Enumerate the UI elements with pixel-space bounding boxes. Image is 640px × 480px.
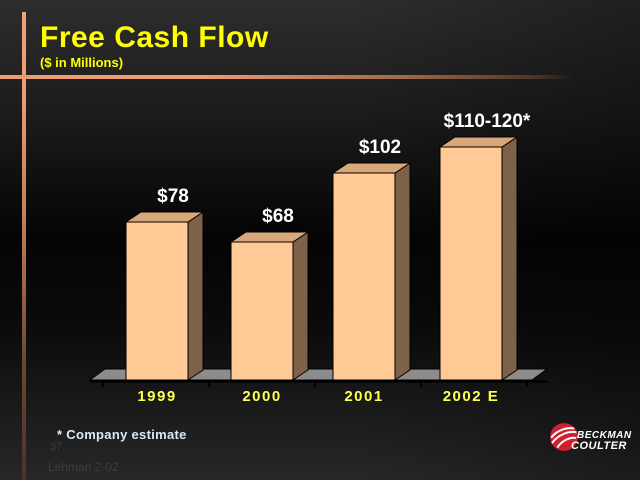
page-number: 37	[50, 441, 63, 453]
accent-horizontal-line	[0, 75, 575, 79]
category-label: 2000	[242, 388, 281, 405]
slide-subtitle: ($ in Millions)	[40, 55, 124, 70]
category-label: 2001	[344, 388, 383, 405]
bar-side-face	[187, 211, 204, 381]
category-label: 2002 E	[443, 388, 500, 405]
bar-front-face	[439, 146, 503, 381]
bar-front-face	[125, 221, 189, 381]
logo-line1: BECKMAN	[577, 430, 632, 441]
bar-value-label: $78	[157, 186, 189, 207]
slide-title: Free Cash Flow	[40, 21, 269, 54]
bar-side-face	[394, 162, 411, 381]
bar-front-face	[332, 172, 396, 381]
bar-value-label: $68	[262, 206, 294, 227]
beckman-coulter-logo: BECKMAN COULTER	[549, 422, 632, 452]
bar-side-face	[292, 231, 309, 381]
bar-value-label: $102	[359, 137, 401, 158]
logo-globe-icon	[550, 423, 578, 451]
logo-wordmark: BECKMAN COULTER	[571, 430, 632, 452]
bar-value-label: $110-120*	[444, 111, 531, 132]
bar-side-face	[501, 136, 518, 381]
accent-vertical-line	[22, 12, 26, 480]
bar-front-face	[230, 241, 294, 381]
category-label: 1999	[137, 388, 176, 405]
footnote: * Company estimate	[57, 427, 187, 442]
logo-line2: COULTER	[571, 440, 627, 452]
source-note: Lehman 2-02	[48, 460, 119, 474]
